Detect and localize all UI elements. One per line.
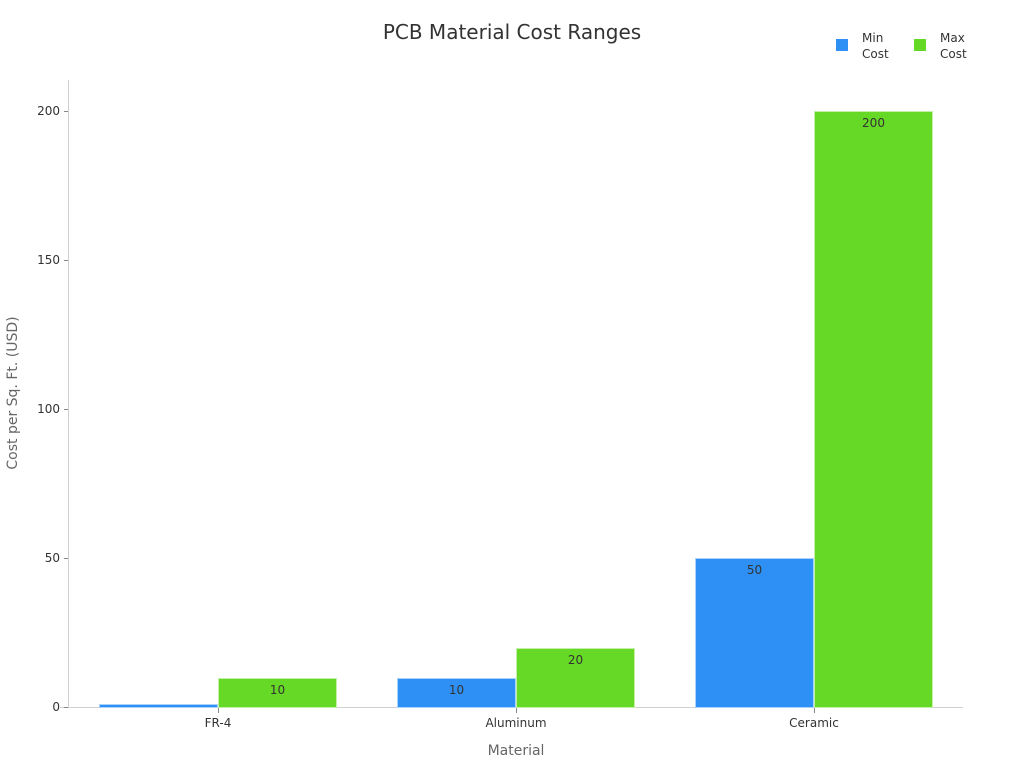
legend-label: Min (862, 31, 884, 45)
legend-item-min-cost[interactable]: Min Cost (836, 30, 894, 62)
x-tick-ceramic: Ceramic (789, 716, 839, 730)
bar-fr4-min[interactable] (99, 704, 218, 708)
y-axis-line (68, 80, 69, 708)
bar-ceramic-max[interactable]: 200 (814, 111, 933, 708)
y-tick: 150 (0, 253, 68, 274)
legend-label: Cost (940, 47, 967, 61)
bar-value-label: 10 (269, 683, 286, 697)
bar-ceramic-min[interactable]: 50 (695, 558, 814, 708)
legend-label: Cost (862, 47, 889, 61)
x-tick-mark (814, 708, 815, 713)
y-tick: 100 (0, 402, 68, 423)
y-axis-label: Cost per Sq. Ft. (USD) (5, 316, 21, 470)
legend: Min Cost Max Cost (836, 30, 972, 62)
x-tick-mark (218, 708, 219, 713)
legend-swatch-min (836, 39, 848, 51)
legend-label: Max (940, 31, 965, 45)
bar-fr4-max[interactable]: 10 (218, 678, 337, 708)
bar-value-label: 200 (862, 116, 885, 130)
bar-value-label: 50 (746, 563, 763, 577)
y-tick: 0 (0, 700, 68, 721)
x-tick-aluminum: Aluminum (485, 716, 547, 730)
bar-value-label: 10 (448, 683, 465, 697)
bar-aluminum-max[interactable]: 20 (516, 648, 635, 708)
chart-title: PCB Material Cost Ranges (382, 20, 642, 44)
legend-swatch-max (914, 39, 926, 51)
bar-aluminum-min[interactable]: 10 (397, 678, 516, 708)
legend-item-max-cost[interactable]: Max Cost (914, 30, 972, 62)
x-axis-label: Material (487, 743, 545, 759)
y-tick: 200 (0, 104, 68, 125)
bar-value-label: 20 (567, 653, 584, 667)
x-tick-mark (516, 708, 517, 713)
x-tick-fr4: FR-4 (204, 716, 232, 730)
y-tick: 50 (0, 551, 68, 572)
